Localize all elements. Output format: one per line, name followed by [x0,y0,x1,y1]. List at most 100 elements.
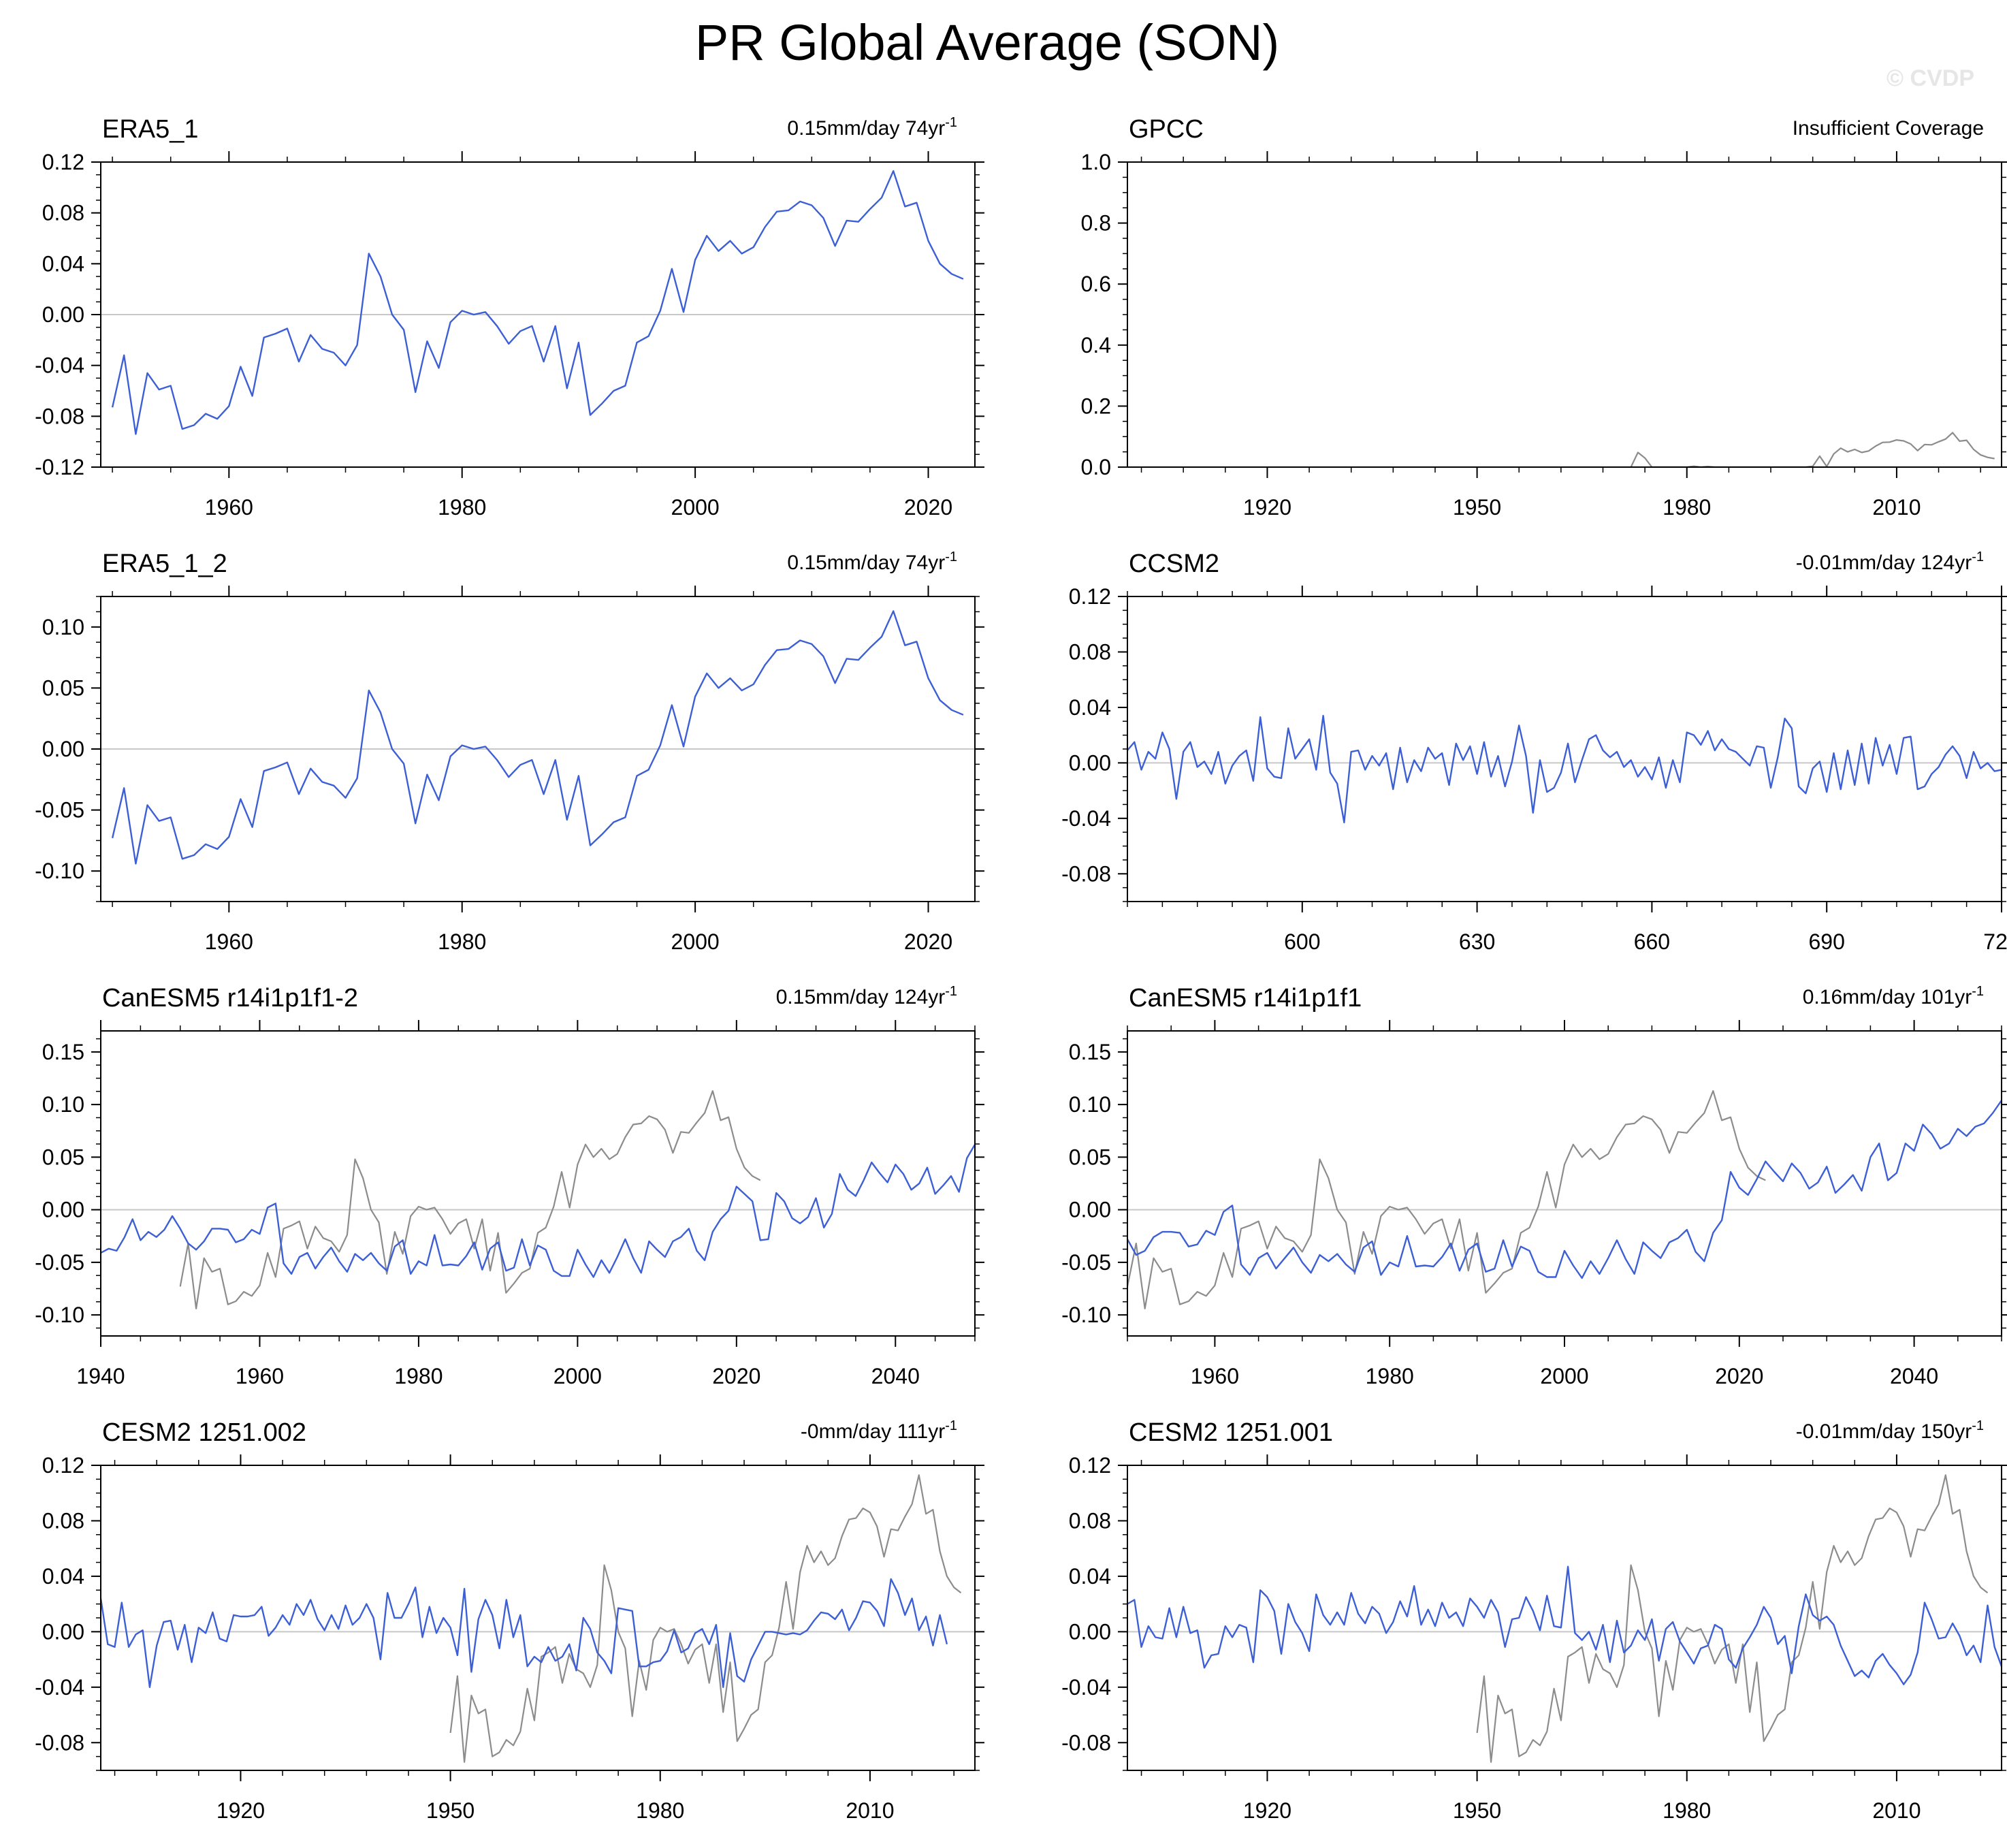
xtick-label: 2000 [1540,1364,1588,1388]
trend-superscript: -1 [945,984,957,999]
trend-label: Insufficient Coverage [1793,117,1984,140]
ytick-label: 0.15 [42,1040,84,1064]
xtick-label: 1940 [76,1364,125,1388]
series-line-era5 [1476,1474,1989,1763]
ytick-label: 0.12 [42,150,84,174]
xtick-label: 1920 [216,1798,265,1823]
chart-panel: CanESM5 r14i1p1f1 0.16mm/day 101yr-1 -0.10… [1061,984,2007,1388]
series-line-era5 [1127,1089,1766,1309]
ytick-label: 0.05 [42,1145,84,1169]
trend-superscript: -1 [945,115,957,130]
trend-label: -0.01mm/day 124yr-1 [1796,549,1984,574]
ytick-label: 0.8 [1081,211,1111,236]
chart-panel: ERA5_1_2 0.15mm/day 74yr-1 -0.10 -0.05 0.00 0… [35,549,984,954]
ytick-label: 0.00 [42,302,84,327]
ytick-label: -0.05 [1061,1250,1111,1275]
plot-frame [1127,1030,2002,1337]
ytick-label: 0.0 [1081,455,1111,479]
xtick-label: 2010 [1872,495,1921,520]
ytick-label: 0.04 [1069,1564,1111,1589]
xtick-label: 1980 [636,1798,684,1823]
series-line-era5 [449,1474,962,1763]
xtick-label: 1950 [1453,495,1501,520]
figure-title: PR Global Average (SON) [695,14,1279,71]
trend-value: 0.15mm/day 74yr [787,117,945,140]
panel-title: CCSM2 [1129,549,1219,578]
ytick-label: 0.00 [1069,1198,1111,1222]
ytick-label: -0.10 [35,1303,84,1327]
ytick-label: 0.05 [42,675,84,700]
xtick-label: 2010 [1872,1798,1921,1823]
xtick-label: 1960 [1191,1364,1239,1388]
ytick-label: -0.08 [35,1730,84,1755]
trend-value: Insufficient Coverage [1793,117,1984,140]
trend-label: 0.15mm/day 74yr-1 [787,549,957,574]
ytick-label: -0.08 [1061,861,1111,886]
ytick-label: 0.04 [1069,695,1111,720]
panel-title: ERA5_1 [102,115,199,144]
ytick-label: -0.05 [35,1250,84,1275]
chart-panel: CanESM5 r14i1p1f1-2 0.15mm/day 124yr-1 -0.… [35,984,984,1388]
ytick-label: 0.12 [1069,584,1111,609]
xtick-label: 1980 [438,495,486,520]
series-line-canesm5 [101,1143,975,1278]
ytick-label: 0.00 [42,1198,84,1222]
panel-title: CESM2 1251.001 [1129,1418,1333,1447]
ytick-label: -0.12 [35,455,84,479]
trend-superscript: -1 [945,549,957,564]
ytick-label: 0.08 [42,1508,84,1533]
xtick-label: 1920 [1243,495,1291,520]
xtick-label: 2020 [712,1364,760,1388]
series-line-gpcc [1630,432,1995,467]
chart-panel: GPCC Insufficient Coverage 0.0 0.2 0.4 0.6 0.8… [1081,115,2007,520]
ytick-label: 0.00 [1069,750,1111,775]
ytick-label: 0.6 [1081,272,1111,296]
chart-panel: CESM2 1251.001 -0.01mm/day 150yr-1 -0.08 -0… [1061,1418,2007,1823]
ytick-label: -0.08 [1061,1730,1111,1755]
ytick-label: 0.00 [42,1619,84,1644]
xtick-label: 2020 [904,495,952,520]
xtick-label: 660 [1634,929,1670,954]
chart-panel: ERA5_1 0.15mm/day 74yr-1 -0.12 -0.08 -0.04 0.… [35,115,984,520]
xtick-label: 2000 [553,1364,602,1388]
xtick-label: 1920 [1243,1798,1291,1823]
series-line-cesm2 [1127,1565,2002,1685]
ytick-label: 0.04 [42,251,84,276]
plot-frame [1127,596,2002,902]
ytick-label: -0.04 [35,1675,84,1700]
xtick-label: 2020 [1715,1364,1763,1388]
trend-superscript: -1 [1972,984,1984,999]
xtick-label: 1980 [438,929,486,954]
series-line-cesm2 [101,1578,948,1689]
plot-frame [1127,1465,2002,1771]
trend-label: 0.15mm/day 74yr-1 [787,115,957,140]
xtick-label: 2000 [671,929,720,954]
series-line-canesm5 [1127,1098,2002,1279]
ytick-label: 0.10 [42,615,84,639]
trend-value: -0.01mm/day 150yr [1796,1420,1972,1443]
chart-panel: CESM2 1251.002 -0mm/day 111yr-1 -0.08 -0.04… [35,1418,984,1823]
plot-frame [100,1465,976,1771]
trend-value: -0.01mm/day 124yr [1796,552,1972,574]
trend-label: -0.01mm/day 150yr-1 [1796,1418,1984,1443]
series-line-era5 [111,610,964,865]
xtick-label: 1980 [1366,1364,1414,1388]
series-line-ccsm2 [1127,714,2002,824]
ytick-label: -0.08 [35,404,84,428]
trend-label: 0.16mm/day 101yr-1 [1803,984,1984,1008]
ytick-label: 0.4 [1081,333,1111,357]
ytick-label: 0.05 [1069,1145,1111,1169]
panel-title: CanESM5 r14i1p1f1-2 [102,984,358,1013]
ytick-label: -0.10 [1061,1303,1111,1327]
ytick-label: -0.05 [35,798,84,823]
xtick-label: 1950 [426,1798,475,1823]
ytick-label: 1.0 [1081,150,1111,174]
xtick-label: 2010 [846,1798,894,1823]
trend-value: -0mm/day 111yr [801,1420,945,1443]
watermark: © CVDP [1886,65,1974,91]
xtick-label: 720 [1983,929,2007,954]
ytick-label: 0.00 [42,737,84,761]
ytick-label: -0.04 [1061,806,1111,831]
xtick-label: 1960 [236,1364,284,1388]
